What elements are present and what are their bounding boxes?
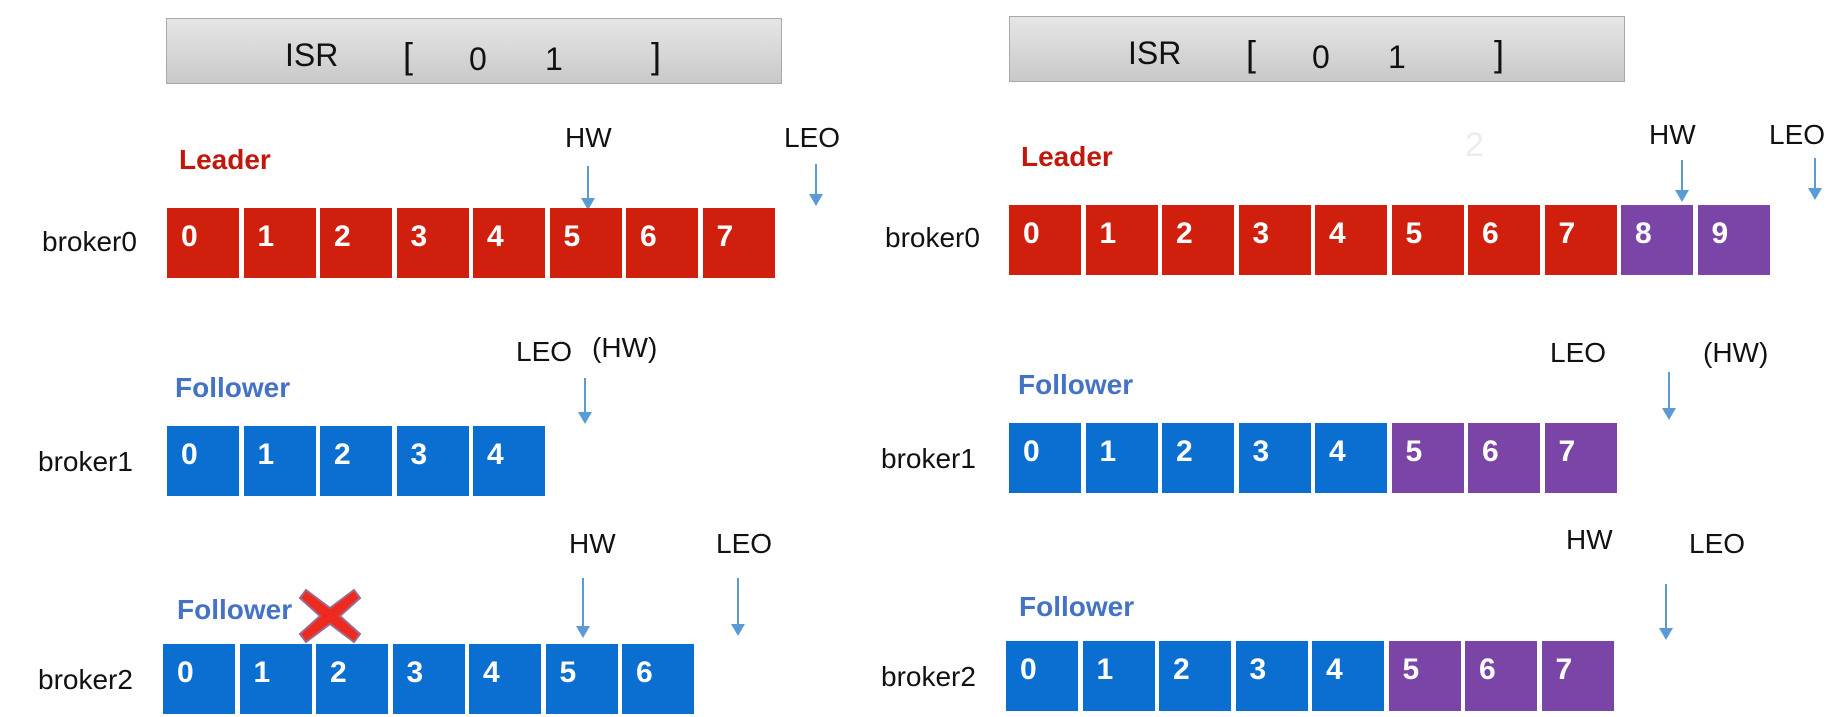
isr-member: 1 bbox=[545, 41, 563, 77]
log-cell: 4 bbox=[473, 208, 547, 278]
log-cell: 2 bbox=[320, 208, 394, 278]
hw-leo-arrow bbox=[1659, 584, 1673, 640]
faint-number: 2 bbox=[1465, 126, 1484, 164]
log-cell: 7 bbox=[702, 208, 777, 278]
log-cell: 9 bbox=[1697, 205, 1772, 275]
log-cell: 7 bbox=[1544, 423, 1619, 493]
hw-label: HW bbox=[1566, 524, 1613, 555]
isr-open-bracket: [ bbox=[403, 35, 414, 76]
log-cell: 0 bbox=[1006, 641, 1080, 711]
left-panel: ISR [ 0 1 ] Leader broker0 HW LEO Follow… bbox=[38, 18, 841, 714]
follower-label: Follower bbox=[177, 594, 293, 625]
leo-arrow bbox=[809, 164, 823, 206]
hw-arrow bbox=[576, 578, 590, 638]
log-cell: 6 bbox=[626, 208, 700, 278]
log-cell: 1 bbox=[1085, 423, 1160, 493]
isr-member: 0 bbox=[469, 41, 487, 77]
isr-bar: ISR [ 0 1 ] bbox=[166, 18, 782, 84]
broker-label: broker1 bbox=[38, 446, 133, 477]
log-cell: 2 bbox=[320, 426, 394, 496]
follower-label: Follower bbox=[175, 372, 291, 403]
log-cell: 7 bbox=[1541, 641, 1616, 711]
log-cell: 3 bbox=[392, 644, 467, 714]
log-cell: 1 bbox=[239, 644, 314, 714]
hw-arrow bbox=[1675, 160, 1689, 202]
leo-label: LEO bbox=[716, 528, 773, 559]
log-cell: 3 bbox=[396, 426, 471, 496]
log-cell: 4 bbox=[473, 426, 547, 496]
log-cell: 0 bbox=[167, 426, 241, 496]
log-cell: 1 bbox=[243, 208, 318, 278]
leo-arrow bbox=[731, 578, 745, 636]
cross-icon bbox=[298, 586, 362, 651]
log-cell: 3 bbox=[1235, 641, 1310, 711]
log-cell: 2 bbox=[316, 644, 390, 714]
broker-label: broker2 bbox=[881, 661, 976, 692]
log-cell: 3 bbox=[1238, 423, 1313, 493]
isr-open-bracket: [ bbox=[1246, 33, 1257, 74]
log-cell: 5 bbox=[1388, 641, 1463, 711]
hw-label: HW bbox=[1649, 119, 1696, 150]
log-cell: 2 bbox=[1162, 205, 1236, 275]
log-cell: 0 bbox=[1009, 205, 1083, 275]
isr-label: ISR bbox=[285, 37, 339, 73]
isr-close-bracket: ] bbox=[1494, 33, 1505, 74]
leo-hw-arrow bbox=[578, 378, 592, 424]
leo-label: LEO bbox=[1689, 528, 1746, 559]
hw-label: HW bbox=[565, 122, 612, 153]
log-cell: 1 bbox=[1082, 641, 1157, 711]
log-cell: 0 bbox=[1009, 423, 1083, 493]
broker-label: broker1 bbox=[881, 443, 976, 474]
leader-label: Leader bbox=[179, 144, 271, 175]
isr-close-bracket: ] bbox=[651, 35, 662, 76]
log-cell: 5 bbox=[1391, 423, 1466, 493]
log-cell: 4 bbox=[1315, 205, 1389, 275]
log-cell: 4 bbox=[1312, 641, 1386, 711]
isr-member: 1 bbox=[1388, 39, 1406, 75]
log-cell: 6 bbox=[1465, 641, 1539, 711]
broker-label: broker2 bbox=[38, 664, 133, 695]
hw-label: HW bbox=[569, 528, 616, 559]
broker-label: broker0 bbox=[885, 222, 980, 253]
log-cell: 5 bbox=[545, 644, 620, 714]
log-cell: 6 bbox=[1468, 205, 1542, 275]
log-cell: 8 bbox=[1621, 205, 1695, 275]
follower-label: Follower bbox=[1019, 591, 1135, 622]
hw-label: (HW) bbox=[1703, 337, 1769, 368]
log-cell: 2 bbox=[1159, 641, 1233, 711]
log-cell: 1 bbox=[1085, 205, 1160, 275]
leader-label: Leader bbox=[1021, 141, 1113, 172]
log-cell: 5 bbox=[549, 208, 624, 278]
log-cell: 0 bbox=[167, 208, 241, 278]
leo-label: LEO bbox=[784, 122, 841, 153]
log-cell: 4 bbox=[469, 644, 543, 714]
leo-arrow bbox=[1808, 158, 1822, 200]
isr-member: 0 bbox=[1312, 39, 1330, 75]
leo-label: LEO bbox=[1550, 337, 1607, 368]
log-cell: 3 bbox=[396, 208, 471, 278]
log-cell: 1 bbox=[243, 426, 318, 496]
right-panel: ISR [ 0 1 ] 2 Leader broker0 HW LEO Foll… bbox=[881, 0, 1840, 717]
log-cell: 6 bbox=[622, 644, 696, 714]
broker-label: broker0 bbox=[42, 226, 137, 257]
hw-label: (HW) bbox=[592, 332, 658, 363]
log-cell: 6 bbox=[1468, 423, 1542, 493]
hw-arrow bbox=[581, 166, 595, 210]
isr-bar: ISR [ 0 1 ] bbox=[1009, 16, 1625, 82]
log-cell: 0 bbox=[163, 644, 237, 714]
leo-label: LEO bbox=[516, 336, 573, 367]
log-cell: 2 bbox=[1162, 423, 1236, 493]
log-cell: 4 bbox=[1315, 423, 1389, 493]
log-cell: 5 bbox=[1391, 205, 1466, 275]
leo-hw-arrow bbox=[1662, 372, 1676, 420]
follower-label: Follower bbox=[1018, 369, 1134, 400]
log-cell: 3 bbox=[1238, 205, 1313, 275]
leo-label: LEO bbox=[1769, 119, 1826, 150]
log-cell: 7 bbox=[1544, 205, 1619, 275]
isr-label: ISR bbox=[1128, 35, 1182, 71]
